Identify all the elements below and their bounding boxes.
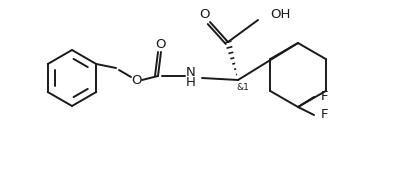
Text: &1: &1 bbox=[237, 83, 249, 93]
Text: O: O bbox=[155, 37, 165, 51]
Text: OH: OH bbox=[270, 8, 290, 20]
Text: N: N bbox=[186, 65, 196, 79]
Text: F: F bbox=[320, 108, 328, 121]
Text: H: H bbox=[186, 75, 196, 89]
Text: O: O bbox=[131, 74, 141, 86]
Text: F: F bbox=[320, 90, 328, 103]
Text: O: O bbox=[200, 8, 210, 20]
